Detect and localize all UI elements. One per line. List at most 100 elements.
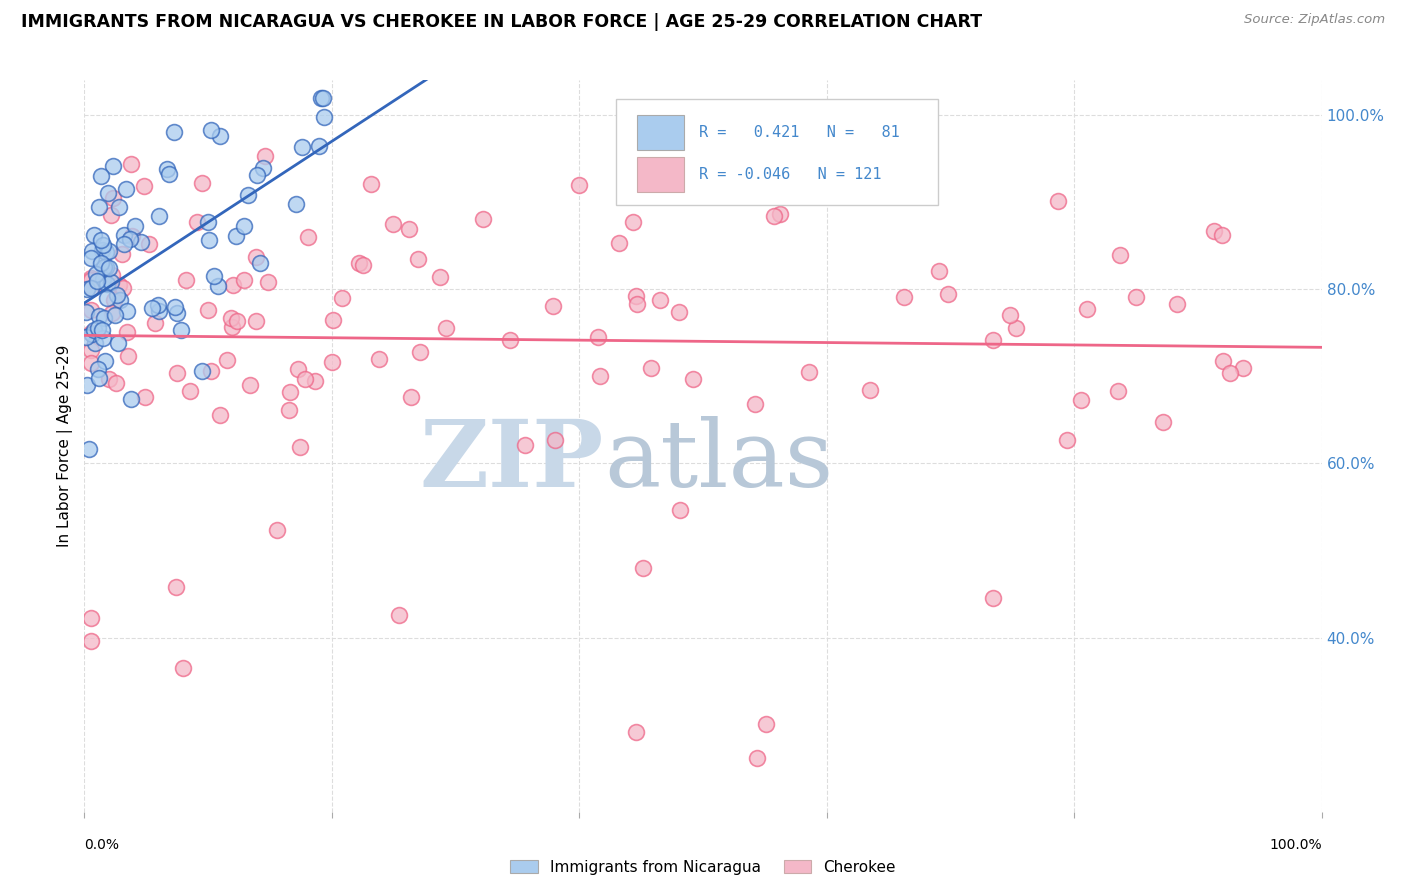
Point [928, 264, 950, 278]
Point [763, 209, 786, 223]
Point [200, 123, 222, 137]
Point [352, 258, 374, 272]
Point [1125, 290, 1147, 304]
FancyBboxPatch shape [616, 99, 938, 204]
Point [239, 378, 262, 392]
Point [387, 608, 409, 623]
Point [82, 244, 104, 259]
Point [1076, 301, 1098, 316]
Point [278, 402, 301, 417]
Point [86, 274, 108, 288]
Point [172, 661, 194, 675]
Point [105, 376, 128, 391]
Point [626, 289, 648, 303]
Point [94, 354, 117, 368]
Point [368, 352, 391, 367]
Point [117, 350, 139, 364]
Point [541, 299, 564, 313]
Point [103, 293, 125, 307]
Point [249, 256, 271, 270]
Point [668, 304, 690, 318]
Point [499, 333, 522, 347]
Point [79, 634, 101, 648]
Point [87, 309, 110, 323]
Point [287, 362, 309, 376]
Point [90, 233, 112, 247]
Point [544, 433, 567, 447]
Point [233, 272, 256, 286]
Point [304, 374, 326, 388]
Point [1047, 194, 1070, 208]
Point [100, 275, 122, 289]
Point [97, 244, 120, 259]
Point [138, 237, 160, 252]
Point [285, 197, 308, 211]
Point [120, 157, 142, 171]
Point [308, 139, 330, 153]
Point [399, 390, 422, 404]
Point [87, 362, 110, 376]
Point [1107, 384, 1129, 398]
Point [166, 366, 188, 380]
Point [117, 304, 139, 318]
Point [633, 560, 655, 574]
Point [217, 353, 239, 368]
Point [225, 228, 247, 243]
Point [246, 168, 269, 182]
Point [981, 591, 1004, 606]
Point [76, 378, 98, 392]
Point [80, 326, 103, 341]
Point [76, 282, 98, 296]
Point [94, 244, 117, 259]
Point [157, 168, 180, 182]
Point [252, 161, 274, 176]
Point [112, 237, 135, 252]
Point [589, 368, 612, 383]
Point [769, 207, 792, 221]
Point [148, 209, 170, 223]
Point [998, 308, 1021, 322]
Point [115, 182, 138, 196]
Point [90, 256, 112, 270]
Point [90, 169, 112, 184]
Point [209, 409, 232, 423]
Point [197, 303, 219, 318]
Point [626, 297, 648, 311]
Point [107, 201, 129, 215]
Point [311, 91, 333, 105]
Point [101, 268, 124, 282]
Point [291, 140, 314, 154]
Point [191, 364, 214, 378]
Point [200, 363, 222, 377]
Point [100, 208, 122, 222]
Point [690, 186, 713, 200]
Legend: Immigrants from Nicaragua, Cherokee: Immigrants from Nicaragua, Cherokee [503, 854, 903, 881]
Bar [637, 157, 685, 192]
Point [799, 365, 821, 379]
Point [1232, 361, 1254, 376]
Point [148, 304, 170, 318]
Point [254, 149, 277, 163]
Text: Source: ZipAtlas.com: Source: ZipAtlas.com [1244, 13, 1385, 27]
Point [1212, 354, 1234, 368]
Point [408, 345, 430, 359]
Point [1152, 415, 1174, 429]
Point [76, 305, 98, 319]
Point [124, 219, 146, 233]
Point [103, 191, 125, 205]
Point [607, 236, 630, 251]
Point [108, 277, 131, 292]
Point [471, 211, 494, 226]
Point [257, 275, 280, 289]
Point [624, 725, 647, 739]
Point [96, 291, 118, 305]
Point [191, 176, 214, 190]
Point [204, 268, 226, 283]
Point [112, 281, 135, 295]
Text: R =   0.421   N =   81: R = 0.421 N = 81 [699, 125, 900, 140]
Point [221, 320, 243, 334]
Point [278, 384, 301, 399]
Point [90, 322, 112, 336]
Point [650, 293, 672, 307]
Point [179, 384, 201, 399]
